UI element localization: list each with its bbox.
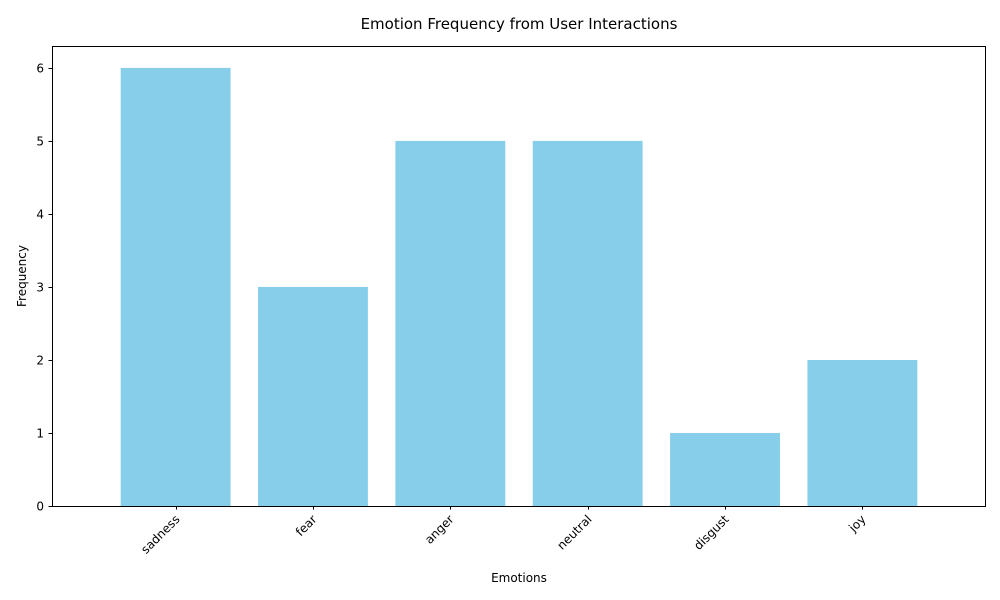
bars-layer (120, 67, 918, 507)
x-tick-label-joy: joy (845, 512, 868, 535)
y-axis-label: Frequency (15, 245, 29, 307)
x-ticks: sadness fear anger neutral disgust joy (138, 506, 869, 557)
chart-title: Emotion Frequency from User Interactions (361, 15, 678, 33)
x-tick-label-fear: fear (293, 512, 320, 539)
bar-anger (395, 140, 506, 506)
bar-fear (258, 286, 368, 506)
bar-disgust (670, 432, 780, 506)
x-axis-label: Emotions (491, 571, 547, 585)
x-tick-label-anger: anger (422, 512, 457, 547)
y-tick-label: 5 (36, 135, 44, 149)
x-tick-label-sadness: sadness (138, 512, 182, 556)
y-tick-label: 1 (36, 427, 44, 441)
y-tick-label: 2 (36, 354, 44, 368)
bar-neutral (532, 140, 643, 506)
bar-joy (807, 359, 918, 506)
y-tick-label: 0 (36, 500, 44, 514)
x-tick-label-neutral: neutral (554, 512, 594, 552)
y-tick-label: 6 (36, 62, 44, 76)
y-ticks: 0 1 2 3 4 5 6 (36, 62, 52, 514)
y-tick-label: 4 (36, 208, 44, 222)
x-tick-label-disgust: disgust (691, 512, 732, 553)
axes-layer (52, 46, 986, 507)
y-tick-label: 3 (36, 281, 44, 295)
bar-sadness (120, 67, 231, 507)
